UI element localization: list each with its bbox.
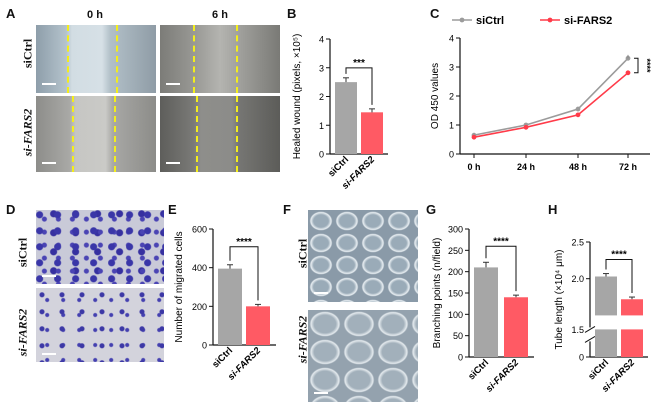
y-tick-label: 4 [449, 34, 454, 44]
panel-label-c: C [430, 6, 440, 21]
y-tick-label: 50 [453, 331, 463, 341]
data-point [625, 70, 631, 76]
significance-label: **** [236, 237, 252, 248]
y-tick-label: 2.0 [571, 274, 584, 284]
x-tick-label: 24 h [517, 162, 535, 172]
significance-label: **** [611, 250, 627, 261]
micrograph-d-ctrl [36, 210, 164, 284]
data-point [523, 124, 529, 130]
panel-label-g: G [426, 202, 437, 217]
y-tick-label: 3 [319, 63, 324, 73]
panel-label-a: A [6, 6, 16, 21]
significance-label: **** [642, 59, 652, 74]
panel-label-e: E [168, 202, 177, 217]
significance-bracket [605, 259, 633, 294]
y-tick-label: 250 [448, 246, 463, 256]
micrograph-d-si [36, 288, 164, 362]
panel-label-h: H [548, 202, 558, 217]
legend-marker-sictrl [459, 17, 465, 23]
category-label: siCtrl [466, 357, 491, 382]
y-tick-label: 1 [449, 121, 454, 131]
x-tick-label: 48 h [569, 162, 587, 172]
bar-sictrl [335, 82, 357, 154]
y-tick-label: 0 [202, 341, 207, 351]
bar-sifars2-lower [621, 329, 643, 357]
y-tick-label: 600 [192, 225, 207, 235]
significance-bracket [634, 57, 639, 74]
y-tick-label: 0 [319, 150, 324, 160]
data-point [575, 112, 581, 118]
y-tick-label: 0 [449, 150, 454, 160]
panel-label-b: B [287, 6, 297, 21]
bar-sictrl [474, 267, 498, 357]
bar-sifars2 [361, 112, 383, 154]
axis-break-mark [584, 335, 596, 343]
y-tick-label: 0 [458, 353, 463, 363]
micrograph-f-si [308, 310, 418, 402]
category-label: siCtrl [210, 345, 235, 370]
micrograph-a-ctrl-0h [36, 25, 156, 93]
significance-bracket [229, 246, 259, 301]
significance-label: **** [493, 236, 509, 247]
y-tick-label: 300 [448, 225, 463, 235]
y-axis-label: Tube length (×10⁴ μm) [554, 249, 565, 349]
col-label-6h: 6 h [212, 9, 228, 21]
significance-bracket [345, 67, 373, 105]
bar-sifars2 [621, 299, 643, 316]
y-axis-label: Healed wound (pixels, ×10⁵) [292, 34, 303, 160]
data-point [575, 106, 581, 112]
series-line-sifars2 [473, 72, 629, 138]
bar-sictrl [595, 276, 617, 316]
bar-sictrl-lower [595, 329, 617, 357]
y-tick-label: 1 [319, 121, 324, 131]
y-tick-label: 2.5 [571, 238, 584, 248]
y-tick-label: 4 [319, 35, 324, 45]
significance-label: *** [353, 58, 365, 69]
y-tick-label: 400 [192, 263, 207, 273]
panel-label-d: D [6, 202, 16, 217]
micrograph-a-si-0h [36, 96, 156, 172]
micrograph-a-si-6h [160, 96, 280, 172]
y-axis-label: Branching points (n/field) [432, 238, 443, 349]
legend-label-sifars2: si-FARS2 [564, 15, 612, 27]
y-tick-label: 3 [449, 63, 454, 73]
y-tick-label: 200 [192, 302, 207, 312]
y-tick-label: 2 [449, 92, 454, 102]
legend-label-sictrl: siCtrl [476, 15, 504, 27]
micrograph-a-ctrl-6h [160, 25, 280, 93]
chart-g: 0 50 100 150 200 250 300 Branching points (n/fi… [432, 225, 534, 395]
chart-c: 0 1 2 3 4 0 h 24 h 48 h 72 h OD 450 values **** siC… [430, 15, 652, 172]
bar-sifars2 [246, 306, 270, 345]
category-label: si-FARS2 [484, 357, 522, 395]
y-axis-label: OD 450 values [430, 63, 441, 129]
y-tick-label: 150 [448, 289, 463, 299]
data-point [471, 134, 477, 140]
legend-marker-sifars2 [547, 17, 553, 23]
series-line-sictrl [473, 57, 629, 136]
col-label-0h: 0 h [87, 9, 103, 21]
bar-sifars2 [504, 297, 528, 357]
y-tick-label: 100 [448, 310, 463, 320]
row-label-sictrl-d: siCtrl [15, 237, 30, 268]
row-label-sictrl-a: siCtrl [20, 38, 35, 69]
panel-label-f: F [283, 202, 291, 217]
axis-break-mark [584, 325, 596, 333]
significance-bracket [485, 245, 517, 292]
micrograph-f-ctrl [308, 210, 418, 302]
row-label-sifars2-d: si-FARS2 [15, 308, 30, 357]
row-label-sifars2-a: si-FARS2 [20, 108, 35, 157]
y-tick-label: 0 [579, 353, 584, 363]
x-tick-label: 0 h [467, 162, 480, 172]
y-tick-label: 200 [448, 267, 463, 277]
bar-sictrl [218, 268, 242, 345]
y-tick-label: 2 [319, 92, 324, 102]
x-tick-label: 72 h [619, 162, 637, 172]
y-tick-label: 1.5 [571, 325, 584, 335]
chart-e: 0 200 400 600 Number of migrated cells siCtrl… [174, 225, 276, 383]
y-axis-label: Number of migrated cells [174, 231, 185, 342]
